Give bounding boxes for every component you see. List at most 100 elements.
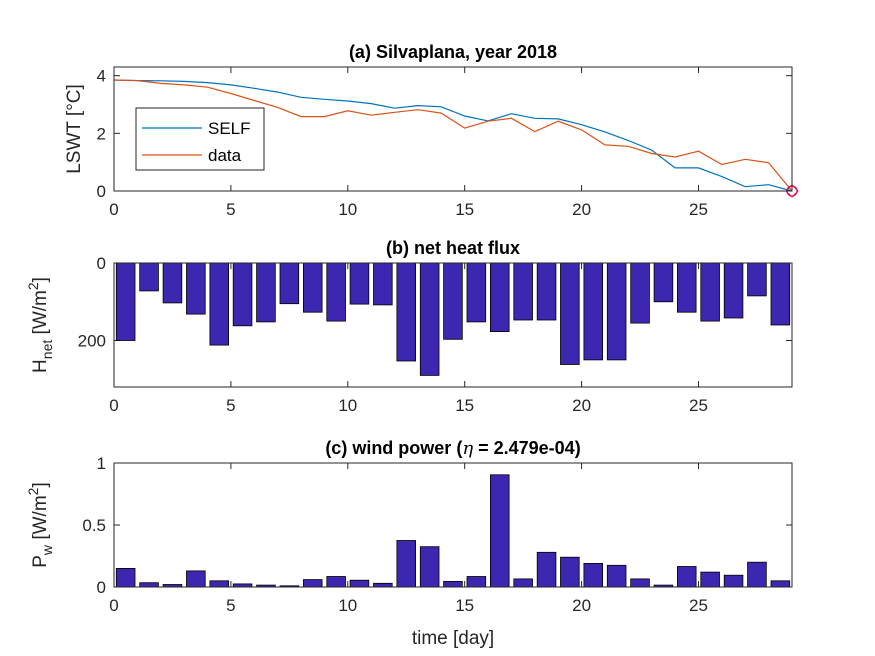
panel-c-bar [489,474,510,588]
panel-b-bar [256,262,276,323]
panel-c-bar [700,571,720,588]
panel-b-bar [513,262,533,321]
panel-b-bar [466,262,487,323]
panel-c-ytick-label: 0 [97,578,106,597]
panel-c-ytick-label: 1 [97,454,106,473]
panel-b-bar [162,262,183,304]
panel-c-bar [630,578,650,588]
panel-b-xtick-label: 20 [572,396,591,415]
panel-c-bar [115,568,136,588]
panel-c-bar [677,566,697,588]
panel-c-bar [139,582,159,588]
panel-c-ylabel-unit: [W/m [30,495,51,545]
panel-b-bar [770,262,791,326]
panel-a-xtick-label: 10 [338,200,357,219]
panel-b-bar [419,262,440,376]
panel-b-bar [747,262,767,297]
legend-label-self: SELF [208,119,251,138]
panel-c-ylabel-symbol: P [30,555,51,568]
panel-b-xtick-label: 25 [689,396,708,415]
panel-c-bar [723,574,744,588]
panel-b-xtick-label: 0 [109,396,118,415]
panel-c-bar [209,580,229,588]
series-line-data [113,79,793,192]
panel-b-bar [209,262,229,346]
panel-b-bar [115,262,136,341]
panel-b-bar [560,262,580,365]
panel-b-ytick-label: 200 [78,332,106,351]
panel-c-bar [560,556,580,588]
panel-a-lswt: (a) Silvaplana, year 2018 0 5 10 15 20 25024 … [64,42,799,219]
panel-a-frame [113,66,793,192]
panel-c-xtick-label: 20 [572,596,591,615]
panel-c-plot-area: 0 5 10 15 20 25 0 0.5 1 [82,454,793,615]
panel-c-ylabel: Pw [W/m2] [25,482,55,568]
panel-a-ytick-label: 4 [97,67,106,86]
panel-b-ylabel-close: ] [30,277,51,282]
panel-c-bar [466,576,487,588]
panel-c-xlabel: time [day] [412,628,494,649]
panel-b-bar [677,262,697,313]
panel-b-ylabel-symbol: H [30,359,51,373]
panel-b-bar [349,262,370,305]
panel-a-title: (a) Silvaplana, year 2018 [349,42,557,62]
panel-c-title-eta: η [462,438,473,459]
panel-a-xtick-label: 5 [226,200,235,219]
panel-b-bar [583,262,604,361]
panel-c-ylabel-sub: w [39,544,55,556]
legend-box [135,107,265,171]
panel-b-title: (b) net heat flux [386,238,520,258]
panel-c-title: (c) wind power (η = 2.479e-04) [325,438,580,459]
panel-b-bar [536,262,557,321]
panel-b-bar [302,262,323,313]
panel-b-bar [489,262,510,332]
panel-c-xtick-label: 5 [226,596,235,615]
panel-b-xtick-label: 15 [455,396,474,415]
panel-b-bar [606,262,627,361]
panel-b-bar [373,262,393,306]
panel-c-bar [419,546,440,588]
panel-a-ylabel: LSWT [°C] [64,84,85,174]
panel-b-ylabel-unit: [W/m [30,290,51,340]
panel-b-bar [232,262,253,327]
series-line-self [113,79,793,192]
panel-c-bar [302,579,323,588]
panel-c-bar [606,564,627,588]
panel-b-bar [326,262,346,322]
panel-a-ytick-label: 2 [97,124,106,143]
panel-c-xtick-label: 15 [455,596,474,615]
panel-c-xtick-label: 0 [109,596,118,615]
panel-a-xtick-label: 0 [109,200,118,219]
panel-b-bar [186,262,206,315]
panel-c-bar [536,551,557,588]
panel-c-ylabel-sup: 2 [25,487,41,495]
panel-c-wind-power: (c) wind power (η = 2.479e-04) 0 5 10 15 20 2… [25,438,793,649]
panel-c-title-pre: (c) wind power ( [325,438,462,458]
legend-label-data: data [208,146,242,165]
panel-c-ytick-label: 0.5 [82,516,106,535]
panel-a-xtick-label: 15 [455,200,474,219]
panel-a-ytick-label: 0 [97,182,106,201]
panel-b-xtick-label: 10 [338,396,357,415]
panel-b-bar [279,262,300,305]
panel-c-xtick-label: 10 [338,596,357,615]
panel-c-xtick-label: 25 [689,596,708,615]
panel-b-frame [113,262,793,388]
panel-b-plot-area: 0 5 10 15 20 25 0 200 [78,254,793,415]
panel-b-bar [653,262,674,303]
panel-b-ylabel: Hnet [W/m2] [25,277,55,373]
panel-c-bar [186,570,206,588]
panel-c-bar [373,582,393,588]
panel-c-bar [326,576,346,588]
panel-b-net-heat-flux: (b) net heat flux 0 5 10 15 20 25 0 200 Hnet [W… [25,238,793,415]
panel-b-ylabel-sup: 2 [25,282,41,290]
panel-b-ytick-label: 0 [97,254,106,273]
panel-c-bar [770,580,791,588]
legend: SELF data [135,107,265,171]
panel-b-bar [723,262,744,319]
panel-c-bar [396,540,416,588]
panel-c-bar [513,578,533,588]
panel-b-bar [700,262,720,322]
panel-b-bar [396,262,416,362]
